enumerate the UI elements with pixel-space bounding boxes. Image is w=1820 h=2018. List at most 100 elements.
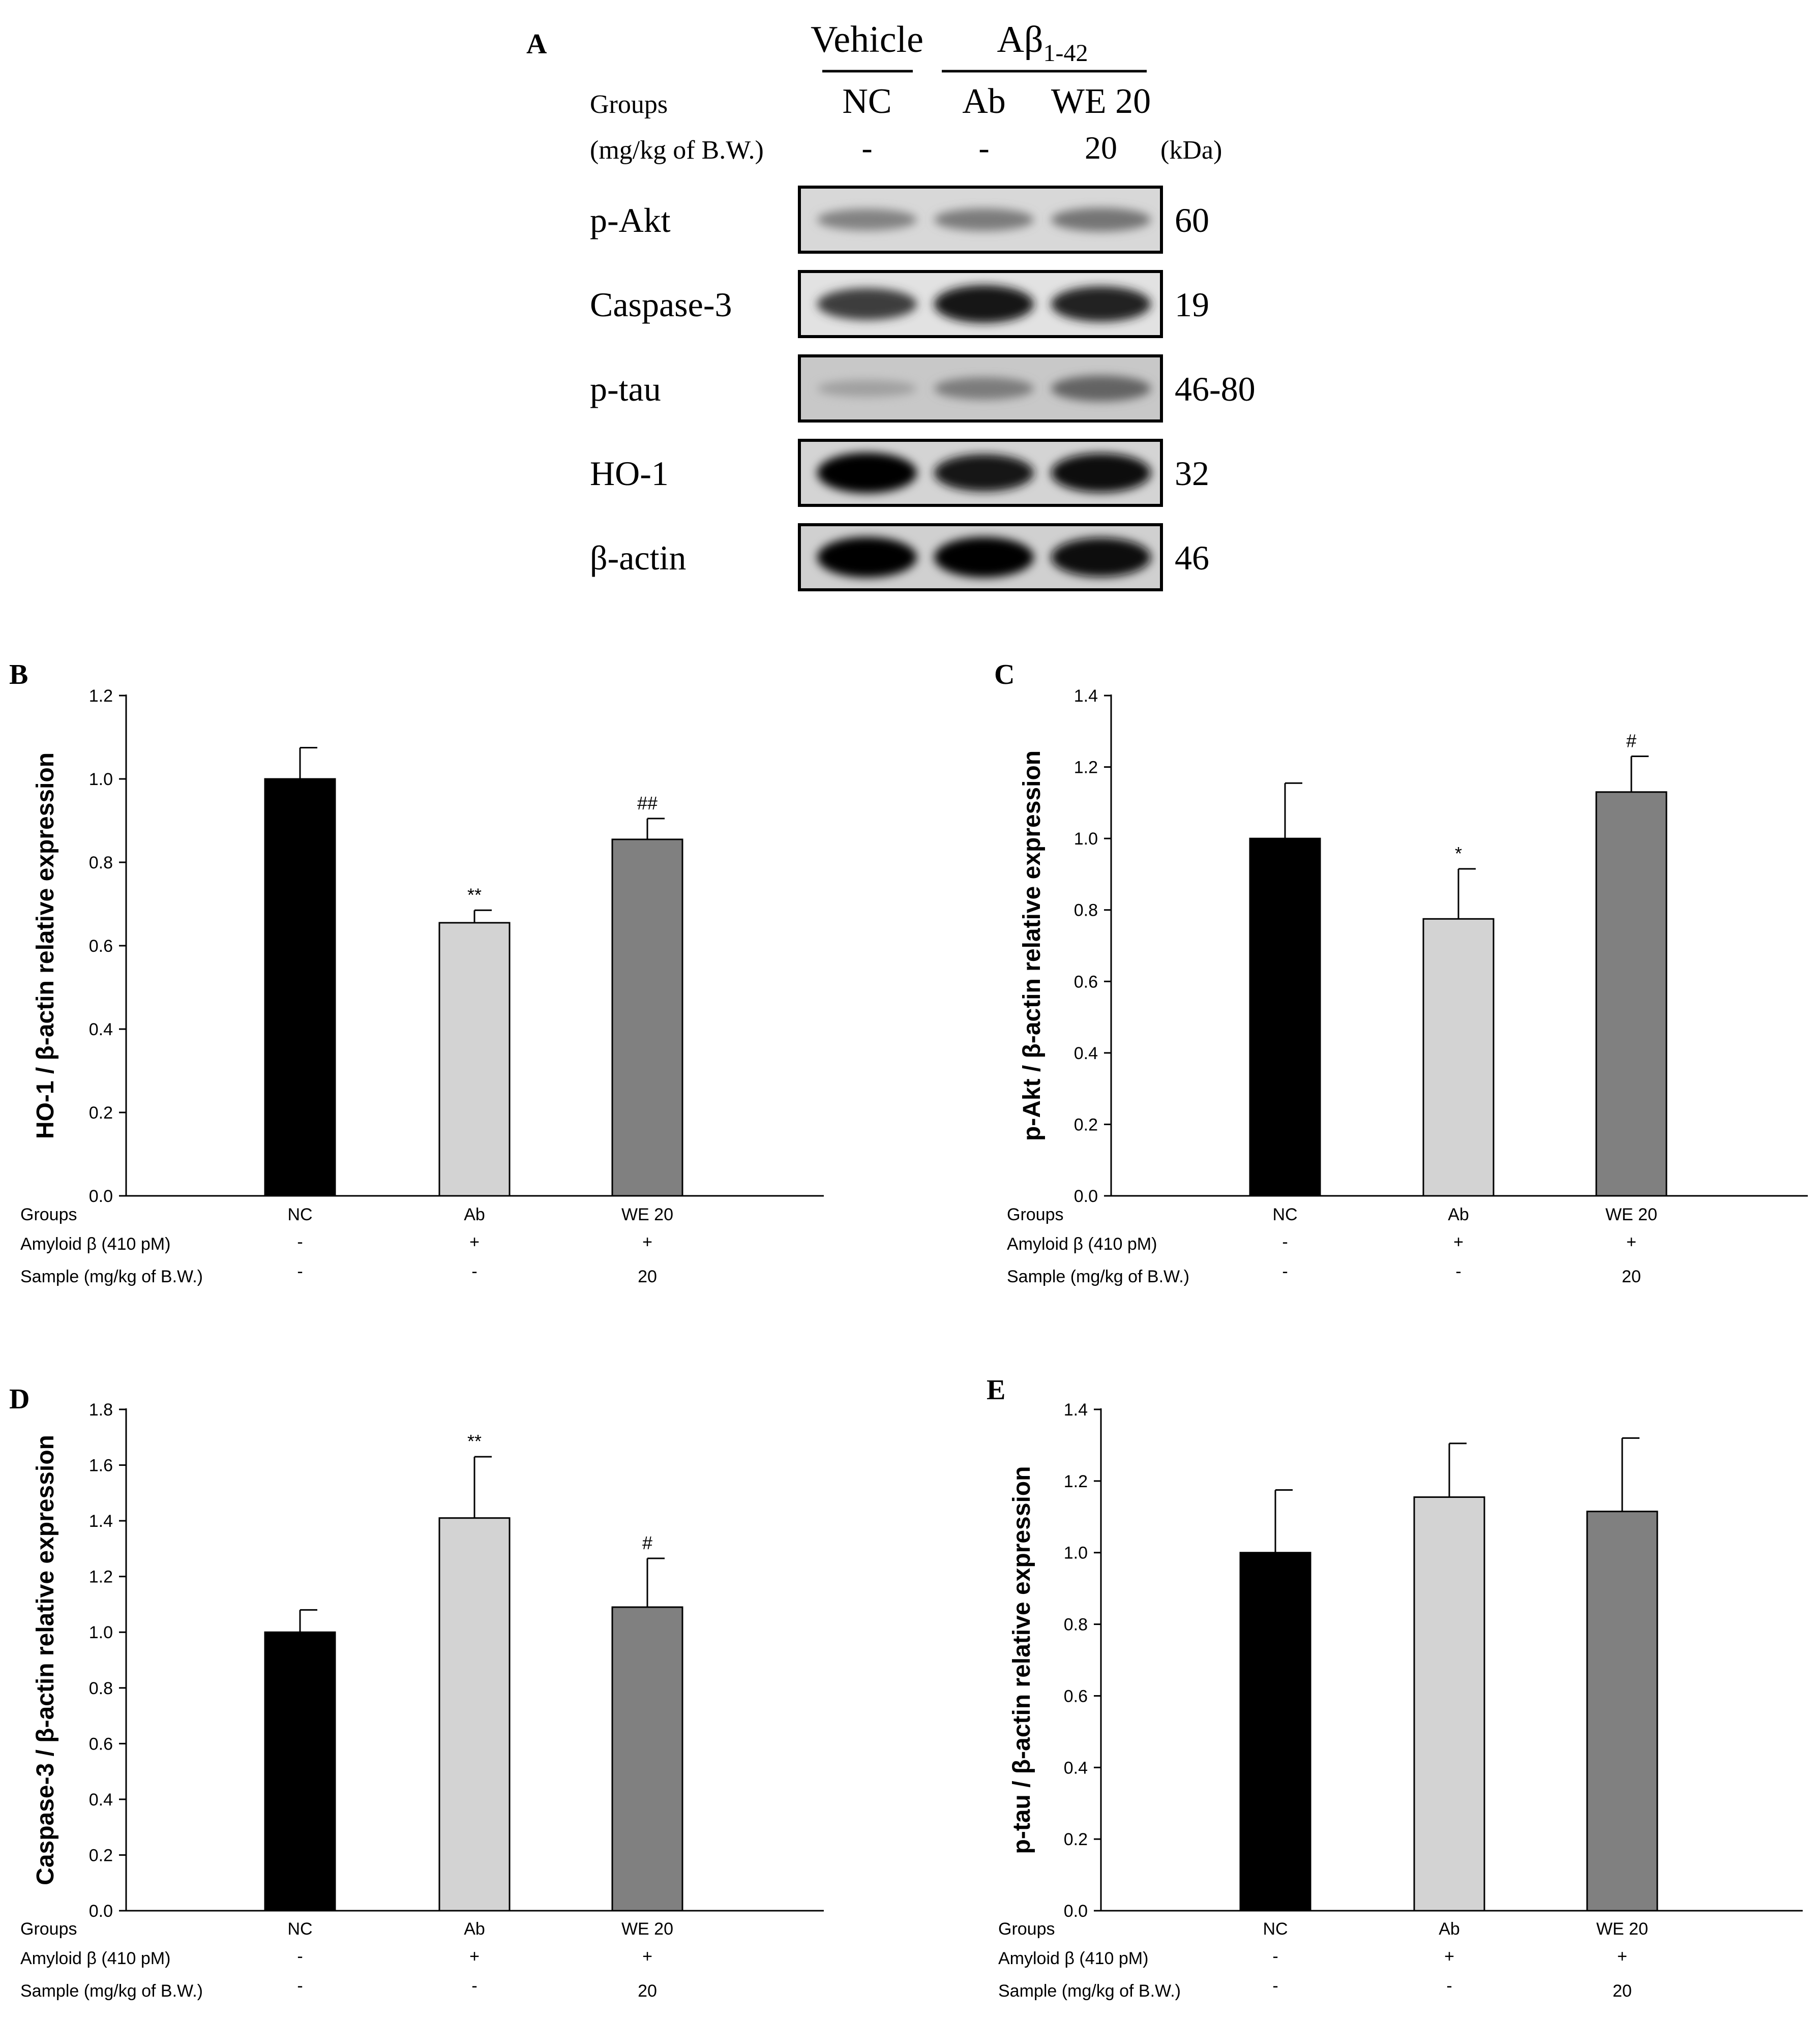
y-tick-label: 0.6 (1064, 1686, 1088, 1706)
condition-row-label: Sample (mg/kg of B.W.) (998, 1981, 1181, 2001)
x-category-label: Ab (1448, 1205, 1469, 1224)
x-category-label: WE 20 (621, 1205, 673, 1224)
condition-row-label: Sample (mg/kg of B.W.) (1007, 1267, 1189, 1286)
blot-lane-headers: NC - Ab - WE 20 20 (842, 82, 1151, 166)
sample-condition: - (297, 1976, 303, 1996)
y-tick-label: 0.2 (89, 1103, 113, 1123)
bar-we-20 (1595, 791, 1667, 1197)
y-axis-label: Caspase-3 / β-actin relative expression (32, 1435, 59, 1885)
blot-band (1051, 453, 1151, 493)
sample-condition: - (297, 1262, 303, 1281)
y-tick-label: 1.2 (89, 686, 113, 706)
sample-condition: - (1455, 1262, 1461, 1281)
y-tick-label: 0.4 (1064, 1758, 1088, 1778)
significance-mark: ** (467, 1431, 482, 1452)
x-category-label: NC (1272, 1205, 1297, 1224)
blot-row: β-actin 46 (590, 523, 1209, 591)
blot-band (817, 453, 917, 493)
blot-row: p-tau 46-80 (590, 354, 1256, 423)
y-tick-label: 1.6 (89, 1456, 113, 1475)
condition-row-label: Amyloid β (410 pM) (20, 1949, 170, 1968)
amyloid-condition: + (469, 1232, 480, 1252)
kda-label: (kDa) (1160, 136, 1222, 165)
sample-condition: - (1272, 1976, 1278, 1996)
blot-band (1051, 207, 1151, 232)
condition-row-label: Sample (mg/kg of B.W.) (20, 1267, 203, 1286)
y-tick-label: 0.8 (1064, 1615, 1088, 1635)
bar-ab (438, 922, 511, 1197)
bar-we-20 (1586, 1511, 1658, 1912)
y-tick-label: 1.0 (1064, 1544, 1088, 1563)
y-tick-label: 1.0 (89, 1623, 113, 1642)
blot-lane-dose: - (978, 130, 989, 166)
blot-band (1051, 286, 1151, 322)
groups-row-label: Groups (590, 90, 668, 119)
panel-letter: D (9, 1383, 29, 1415)
significance-mark: # (1626, 730, 1636, 751)
condition-row-label: Amyloid β (410 pM) (20, 1234, 170, 1254)
blot-protein-label: β-actin (590, 538, 686, 577)
blot-band (817, 537, 917, 578)
sample-condition: - (1282, 1262, 1288, 1281)
y-tick-label: 0.8 (89, 1679, 113, 1698)
y-tick-label: 0.2 (89, 1846, 113, 1865)
abeta-main: Aβ (997, 19, 1043, 61)
blot-band (1051, 537, 1151, 577)
blot-band-rows: p-Akt 60 Caspase-3 19 p-tau 46-80 HO-1 32 β-acti… (590, 186, 1256, 591)
panel-letter: E (987, 1374, 1005, 1406)
y-tick-label: 0.6 (89, 1734, 113, 1754)
bar-nc (1239, 1552, 1311, 1912)
blot-protein-label: HO-1 (590, 454, 669, 493)
chart-panel-d: D 0.0 0.2 0.4 0.6 0.8 1.0 1.2 1.4 1.6 1.8 Caspase-3… (9, 1383, 824, 2001)
bar-nc (264, 1631, 336, 1912)
sample-condition: 20 (1622, 1267, 1641, 1286)
blot-lane-group: Ab (962, 82, 1006, 121)
sample-condition: - (471, 1262, 477, 1281)
y-tick-label: 0.0 (89, 1902, 113, 1921)
blot-band (817, 288, 917, 320)
condition-row-label: Groups (20, 1205, 77, 1224)
blot-kda-value: 32 (1175, 454, 1209, 493)
x-category-label: NC (287, 1205, 312, 1224)
vehicle-header: Vehicle (811, 19, 923, 61)
condition-row-label: Groups (998, 1919, 1055, 1939)
bar-we-20 (611, 838, 683, 1197)
blot-kda-value: 46 (1175, 538, 1209, 577)
amyloid-condition: + (469, 1947, 480, 1966)
bar-nc (1249, 837, 1321, 1197)
condition-row-label: Groups (1007, 1205, 1064, 1224)
blot-protein-label: p-tau (590, 370, 661, 408)
x-category-label: WE 20 (1605, 1205, 1657, 1224)
sample-condition: 20 (638, 1981, 657, 2001)
amyloid-condition: - (297, 1232, 303, 1252)
bar-ab (438, 1517, 511, 1912)
x-category-label: Ab (464, 1919, 485, 1939)
blot-band (934, 285, 1034, 323)
chart-panel-c: C 0.0 0.2 0.4 0.6 0.8 1.0 1.2 1.4 p-Akt / β-actin… (994, 659, 1808, 1286)
x-category-label: Ab (464, 1205, 485, 1224)
bar-nc (264, 778, 336, 1197)
sample-condition: - (471, 1976, 477, 1996)
panel-letter: B (9, 659, 28, 690)
bar-we-20 (611, 1606, 683, 1912)
y-tick-label: 0.2 (1064, 1830, 1088, 1849)
y-tick-label: 0.4 (89, 1020, 113, 1039)
x-category-label: WE 20 (1596, 1919, 1648, 1939)
y-tick-label: 1.8 (89, 1400, 113, 1420)
y-tick-label: 1.2 (1064, 1472, 1088, 1491)
y-tick-label: 1.4 (89, 1512, 113, 1531)
blot-band (934, 537, 1034, 578)
y-tick-label: 1.4 (1064, 1400, 1088, 1420)
y-axis-label: HO-1 / β-actin relative expression (32, 752, 59, 1139)
blot-lane-group: WE 20 (1051, 82, 1151, 121)
amyloid-condition: + (1453, 1232, 1464, 1252)
significance-mark: * (1455, 843, 1462, 864)
blot-kda-value: 19 (1175, 285, 1209, 324)
condition-row-label: Amyloid β (410 pM) (998, 1949, 1148, 1968)
bar-ab (1422, 918, 1495, 1197)
bar-ab (1413, 1496, 1485, 1912)
blot-kda-value: 60 (1175, 201, 1209, 239)
abeta-header: Aβ1-42 (997, 19, 1088, 67)
